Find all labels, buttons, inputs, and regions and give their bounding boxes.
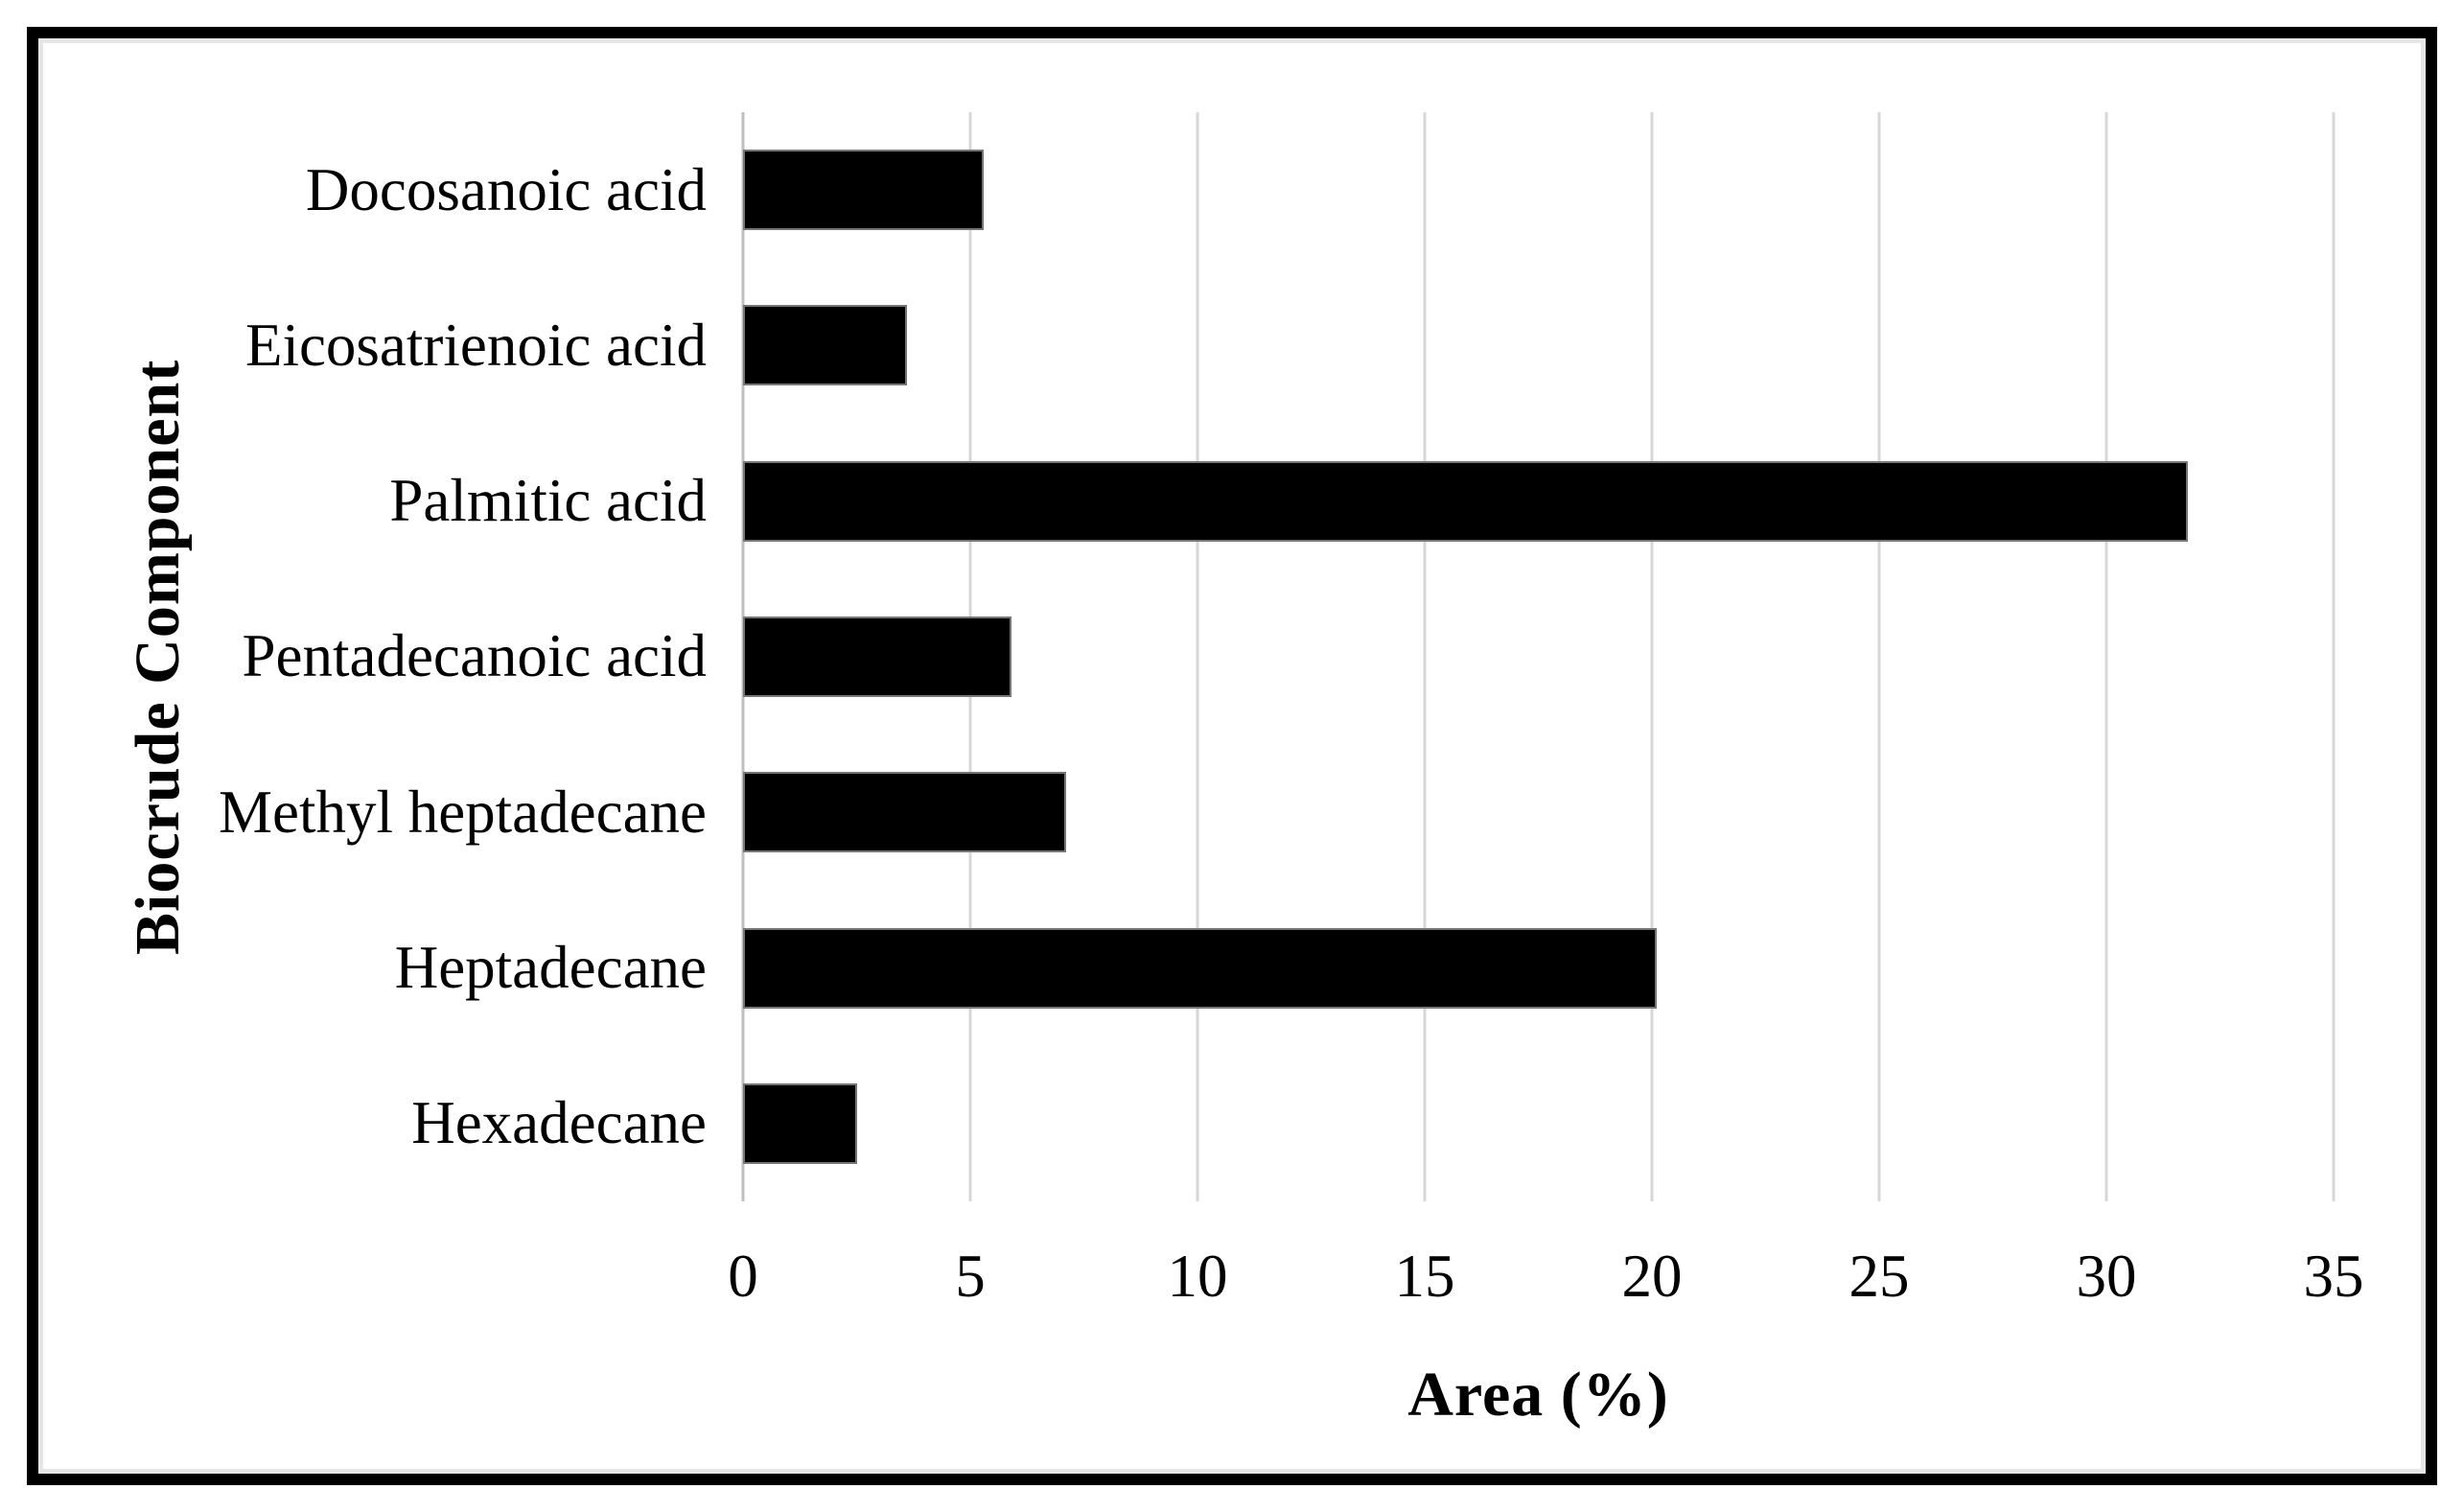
category-label: Eicosatrienoic acid (244, 311, 707, 379)
gridline (1877, 112, 1881, 1201)
bar (743, 150, 985, 231)
category-label: Docosanoic acid (305, 155, 707, 223)
plot-area (741, 112, 2336, 1201)
category-label: Palmitic acid (389, 467, 707, 535)
x-tick-label: 5 (955, 1243, 986, 1310)
bar (743, 1082, 857, 1164)
bar (743, 460, 2189, 542)
gridline (2104, 112, 2108, 1201)
category-label: Heptadecane (394, 934, 707, 1002)
gridline (1196, 112, 1199, 1201)
x-tick-label: 10 (1167, 1243, 1228, 1310)
category-axis-labels: Docosanoic acid Eicosatrienoic acid Palmit… (43, 112, 726, 1201)
bar (743, 927, 1657, 1009)
bar (743, 772, 1066, 853)
category-label: Methyl heptadecane (218, 778, 707, 846)
gridline (1650, 112, 1654, 1201)
x-tick-label: 30 (2076, 1243, 2137, 1310)
x-axis-tick-labels: 0 5 10 15 20 25 30 35 (728, 1242, 2363, 1328)
figure-frame: Biocrude Component Docosanoic acid Eicosa… (27, 27, 2437, 1485)
x-tick-label: 35 (2303, 1243, 2364, 1310)
bar (743, 616, 1011, 697)
x-axis-title: Area (%) (1407, 1360, 1669, 1430)
bar (743, 305, 907, 386)
x-tick-label: 15 (1394, 1243, 1455, 1310)
x-tick-label: 25 (1848, 1243, 1910, 1310)
chart-canvas: Biocrude Component Docosanoic acid Eicosa… (38, 38, 2426, 1474)
gridline (2332, 112, 2336, 1201)
x-tick-label: 0 (728, 1243, 758, 1310)
gridline (1423, 112, 1427, 1201)
category-label: Hexadecane (411, 1089, 707, 1157)
x-tick-label: 20 (1621, 1243, 1683, 1310)
category-label: Pentadecanoic acid (242, 622, 708, 690)
